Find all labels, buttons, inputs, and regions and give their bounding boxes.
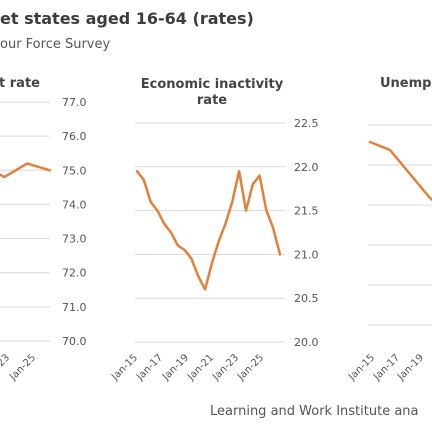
x-tick-label: Jan-23 [210, 352, 241, 383]
x-tick-label: Jan-21 [185, 352, 216, 383]
panel-title-line: Economic inactivity [141, 77, 284, 92]
panel-title-line: rate [197, 93, 227, 108]
y-tick-label: 73.0 [62, 233, 87, 246]
x-tick-label: Jan-19 [395, 352, 426, 383]
panel-title: t rate [0, 76, 40, 91]
y-tick-label: 70.0 [62, 335, 87, 348]
y-tick-label: 77.0 [62, 96, 87, 109]
x-tick-label: Jan-17 [371, 352, 402, 383]
y-tick-label: 21.5 [294, 205, 319, 218]
y-tick-label: 22.0 [294, 161, 319, 174]
x-tick-label: Jan-15 [346, 352, 377, 383]
panel-title-line: t rate [0, 76, 40, 91]
series-line [368, 140, 432, 202]
y-tick-label: 21.0 [294, 248, 319, 261]
y-tick-label: 22.5 [294, 117, 319, 130]
series-line [0, 162, 52, 179]
panel-title: Unemp [380, 76, 431, 91]
series-line [135, 169, 282, 291]
x-tick-label: Jan-19 [160, 352, 191, 383]
chart-title: et states aged 16-64 (rates) [0, 9, 254, 28]
chart-panel-1: t rate 77.0 76.0 75.0 74.0 73.0 72.0 71.0 70.0 Ja… [0, 76, 87, 383]
panel-title: Economic inactivity rate [141, 77, 284, 108]
x-tick-label: Jan-25 [235, 352, 266, 383]
y-tick-label: 20.5 [294, 292, 319, 305]
x-tick-label: Jan-17 [134, 352, 165, 383]
y-tick-label: 74.0 [62, 198, 87, 211]
x-tick-label: Jan-15 [109, 352, 140, 383]
chart-subtitle: our Force Survey [0, 37, 111, 52]
x-tick-label: Jan-23 [0, 352, 12, 383]
y-tick-label: 20.0 [294, 336, 319, 349]
source-note: Learning and Work Institute ana [210, 404, 419, 419]
panel-title-line: Unemp [380, 76, 431, 91]
y-tick-label: 75.0 [62, 164, 87, 177]
y-tick-label: 72.0 [62, 267, 87, 280]
chart-panel-2: Economic inactivity rate 22.5 22.0 21.5 21.0 2… [109, 77, 318, 383]
x-tick-label: Jan-25 [7, 352, 38, 383]
y-tick-label: 76.0 [62, 130, 87, 143]
y-tick-label: 71.0 [62, 301, 87, 314]
